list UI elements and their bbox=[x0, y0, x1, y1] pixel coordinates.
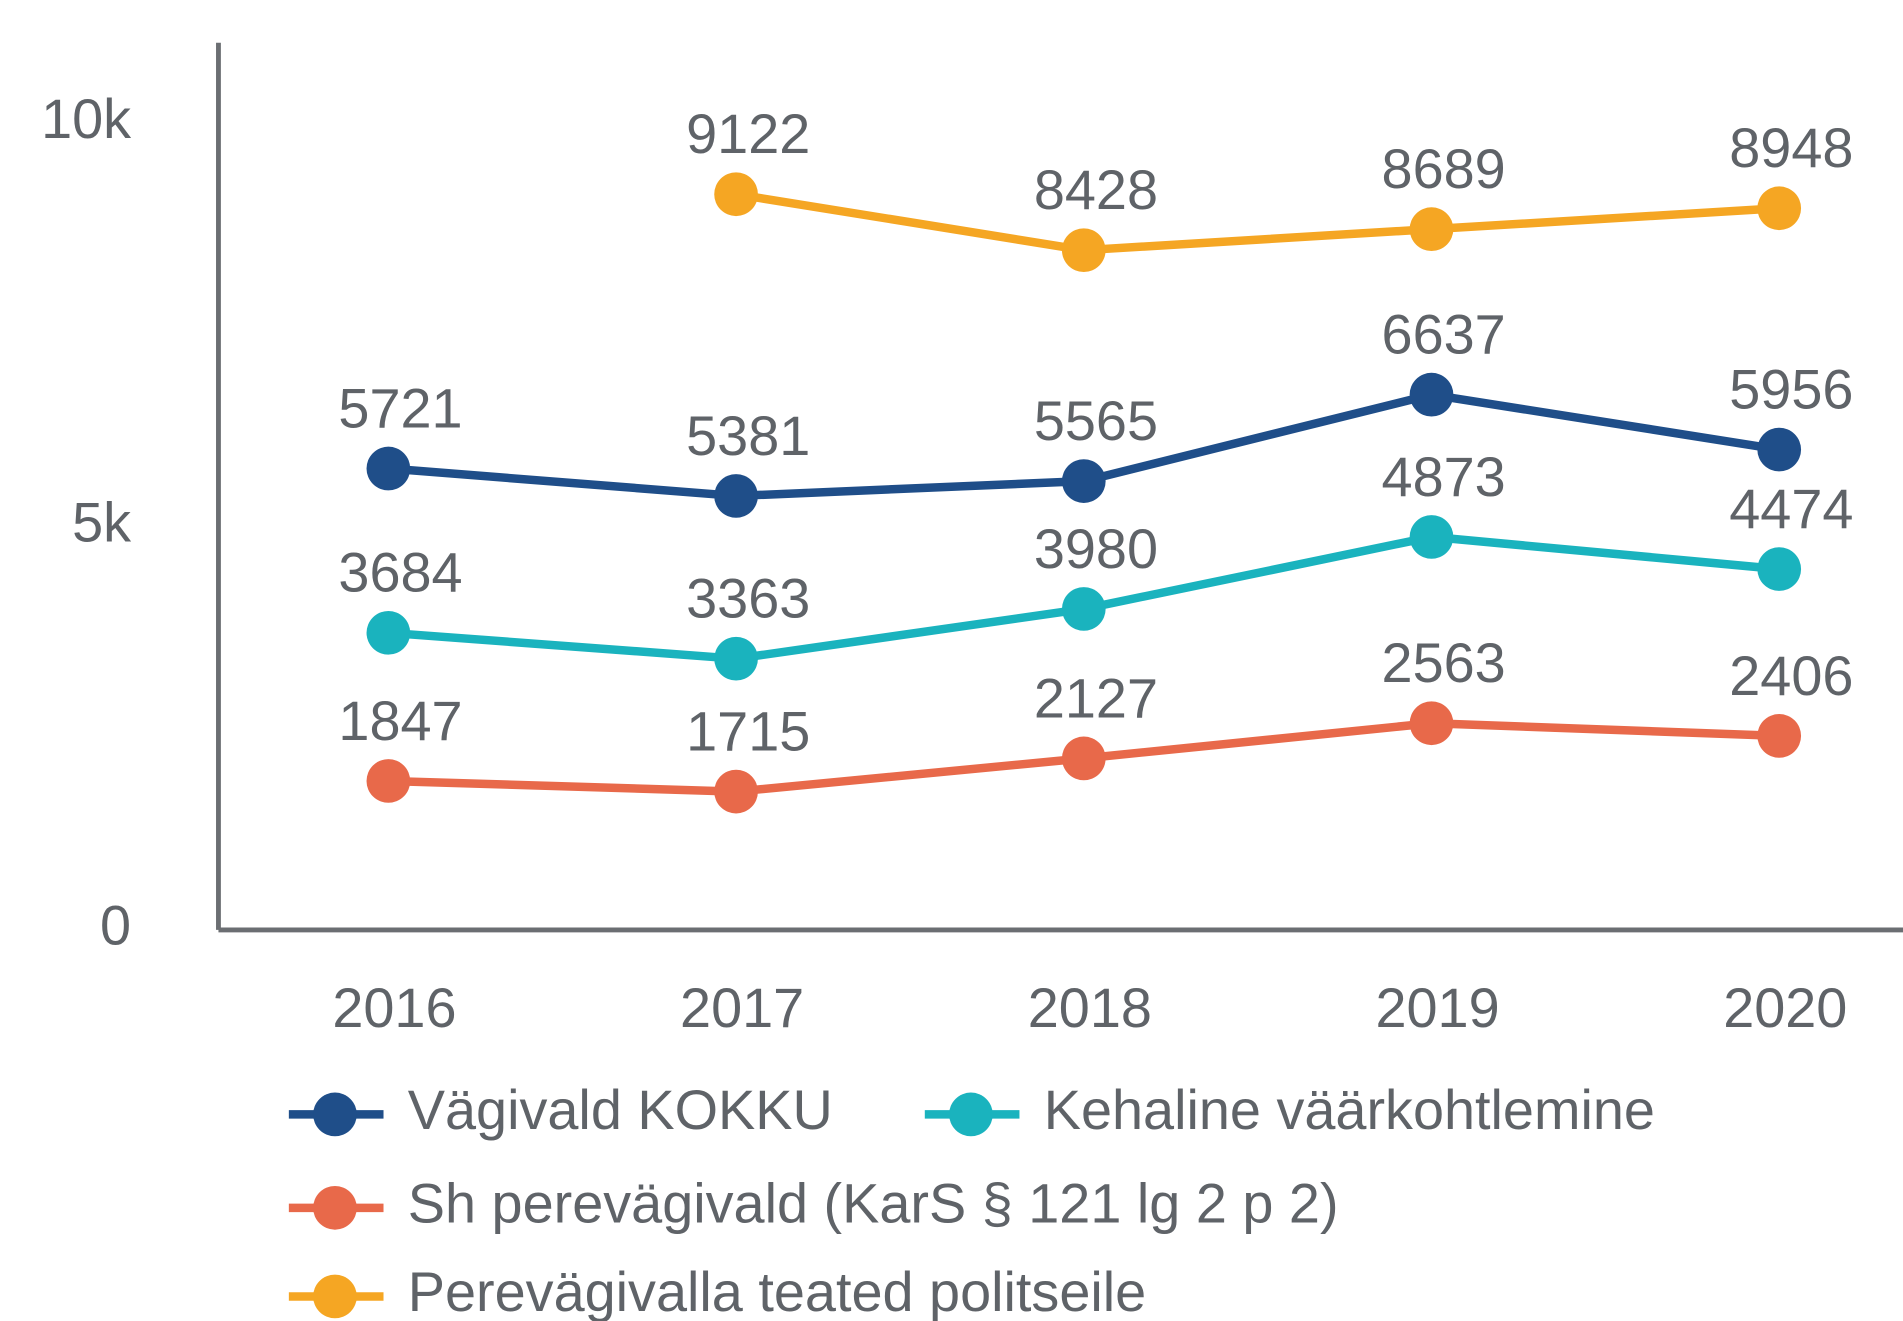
legend-label: Sh perevägivald (KarS § 121 lg 2 p 2) bbox=[408, 1172, 1339, 1235]
data-point bbox=[1409, 207, 1454, 251]
data-point bbox=[714, 474, 758, 518]
data-label: 2406 bbox=[1729, 644, 1853, 707]
data-label: 1847 bbox=[338, 689, 462, 752]
data-label: 2127 bbox=[1034, 666, 1158, 729]
legend-marker bbox=[313, 1274, 357, 1319]
data-label: 3684 bbox=[338, 541, 462, 604]
data-label: 2563 bbox=[1382, 631, 1506, 694]
legend-marker bbox=[949, 1092, 993, 1137]
data-label: 5565 bbox=[1034, 389, 1158, 452]
x-tick-label: 2020 bbox=[1723, 976, 1847, 1039]
series-line bbox=[735, 190, 1780, 255]
data-point bbox=[1409, 515, 1454, 559]
data-point bbox=[1757, 714, 1802, 758]
data-point bbox=[1757, 547, 1802, 591]
legend-marker bbox=[313, 1186, 357, 1230]
data-point bbox=[366, 446, 411, 491]
data-label: 9122 bbox=[686, 102, 810, 165]
data-label: 3980 bbox=[1034, 517, 1158, 580]
y-tick-label: 0 bbox=[100, 894, 131, 957]
data-label: 6637 bbox=[1382, 303, 1506, 366]
data-point bbox=[1757, 427, 1802, 472]
data-label: 4873 bbox=[1382, 445, 1506, 508]
x-tick-label: 2019 bbox=[1375, 976, 1499, 1039]
data-label: 5721 bbox=[338, 376, 462, 439]
x-tick-label: 2016 bbox=[332, 976, 456, 1039]
data-label: 3363 bbox=[686, 567, 810, 630]
y-tick-label: 10k bbox=[41, 87, 131, 150]
data-label: 8689 bbox=[1382, 137, 1506, 200]
data-label: 1715 bbox=[686, 700, 810, 763]
y-tick-label: 5k bbox=[72, 490, 131, 553]
data-label: 8428 bbox=[1034, 158, 1158, 221]
x-tick-label: 2018 bbox=[1028, 976, 1152, 1039]
data-point bbox=[1061, 587, 1106, 631]
data-point bbox=[1061, 228, 1106, 273]
x-tick-label: 2017 bbox=[680, 976, 804, 1039]
data-point bbox=[1061, 459, 1106, 503]
legend-marker bbox=[313, 1092, 357, 1137]
data-point bbox=[1757, 186, 1802, 231]
data-point bbox=[714, 172, 758, 217]
data-label: 5381 bbox=[686, 404, 810, 467]
data-point bbox=[714, 636, 758, 681]
legend-label: Kehaline väärkohtlemine bbox=[1044, 1078, 1655, 1141]
data-point bbox=[1409, 372, 1454, 417]
data-point bbox=[1409, 701, 1454, 746]
legend-label: Vägivald KOKKU bbox=[408, 1078, 833, 1141]
legend-label: Perevägivalla teated politseile bbox=[408, 1260, 1146, 1321]
data-point bbox=[366, 759, 411, 803]
data-point bbox=[1061, 736, 1106, 781]
data-label: 5956 bbox=[1729, 357, 1853, 420]
data-label: 8948 bbox=[1729, 116, 1853, 179]
data-point bbox=[366, 610, 411, 655]
data-label: 4474 bbox=[1729, 477, 1853, 540]
data-point bbox=[714, 769, 758, 814]
